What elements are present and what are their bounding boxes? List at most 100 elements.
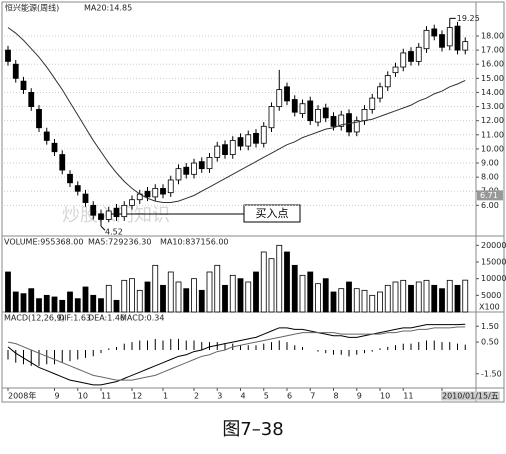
candle-body [98,213,104,220]
candle-body [152,188,159,198]
x-tick-label: 10 [78,392,88,401]
x-tick-label: 2010/01/15/五 [442,392,499,401]
volume-bar [415,281,422,313]
x-tick-label: 10 [380,392,390,401]
x-tick-label: 7 [310,392,315,401]
candle-body [175,168,182,181]
y-tick-label: 5000 [481,291,501,300]
volume-title: VOLUME:955368.00 [4,238,83,247]
candle-body [105,210,112,220]
volume-bar [291,264,298,313]
ma10-label: MA10:837156.00 [160,238,229,247]
candle-body [191,162,197,175]
volume-bar [454,284,461,313]
candle-body [299,103,306,115]
candle-body [284,86,290,102]
candle-body [5,49,11,62]
volume-bar [67,291,73,313]
volume-bar [423,279,430,313]
dif-line [7,323,466,386]
volume-bar [74,298,81,313]
y-tick-label: 15.00 [481,74,504,83]
x-tick-label: 5 [264,392,269,401]
volume-bar [284,251,290,313]
volume-bar [392,281,399,313]
volume-bar [160,284,166,313]
candle-body [268,106,275,129]
candle-body [245,134,252,147]
volume-bar [51,296,58,313]
candle-body [291,99,298,113]
volume-bar [369,294,376,313]
y-tick-label: 11.00 [481,130,504,139]
candle-body [253,132,259,144]
volume-bar [36,298,42,313]
y-tick-label: 9.00 [481,159,499,168]
candle-body [276,89,283,107]
volume-bar [361,289,368,313]
y-tick-label: 15000 [481,258,506,267]
volume-bar [276,244,283,313]
volume-bar [90,294,97,313]
candle-body [423,29,430,50]
volume-bar [206,271,213,313]
price-marker-label: 6.71 [480,191,498,200]
volume-bar [353,288,360,313]
candle-body [369,97,376,110]
y-tick-label: 13.00 [481,102,504,111]
ma-label: MA20:14.85 [84,4,132,13]
volume-bar [129,278,135,313]
volume-bar [245,281,252,313]
volume-bar [152,264,159,313]
volume-bar [439,288,445,313]
candle-body [28,92,35,107]
dif-label: DIF:1.63 [58,314,91,323]
candle-body [214,145,221,158]
candle-body [82,193,89,203]
price-title: 恒兴能源(周线) [5,3,59,13]
candle-body [384,75,391,88]
volume-bar [400,279,407,313]
volume-bar [307,271,314,313]
candle-body [59,154,66,171]
candle-body [439,34,445,48]
x-tick-label: 11 [101,392,111,401]
candle-body [20,80,27,91]
price-marker-box [477,190,503,201]
candle-body [222,144,228,155]
candle-body [462,41,469,51]
candle-body [90,204,97,216]
volume-bar [408,284,414,313]
x-tick-label: 4 [241,392,246,401]
volume-bar [183,288,190,313]
volume-bar [229,274,236,313]
low-label: 4.52 [105,228,123,237]
volume-bar [43,294,50,313]
x-tick-label: 9 [55,392,60,401]
volume-bar [462,279,469,313]
candle-body [160,188,166,195]
volume-bar [144,281,151,313]
volume-bar [136,289,143,313]
y-tick-label: 1.50 [481,322,499,331]
candle-body [408,51,414,62]
x-tick-label: 1 [163,392,168,401]
annotation: 买入点 [256,207,289,220]
candle-body [353,120,360,133]
candle-body [392,66,399,74]
volume-bar [28,288,35,313]
y-tick-label: -1.50 [481,369,502,378]
candle-body [167,179,174,194]
volume-bar [82,286,89,313]
candle-body [51,142,58,153]
volume-bar [346,281,352,313]
volume-bar [330,291,337,313]
volume-bar [268,258,275,313]
candle-body [377,86,383,99]
volume-bar [431,284,438,313]
y-tick-label: 14.00 [481,88,504,97]
y-tick-label: 6.00 [481,201,499,210]
candle-body [415,46,422,62]
y-tick-label: 18.00 [481,31,504,40]
